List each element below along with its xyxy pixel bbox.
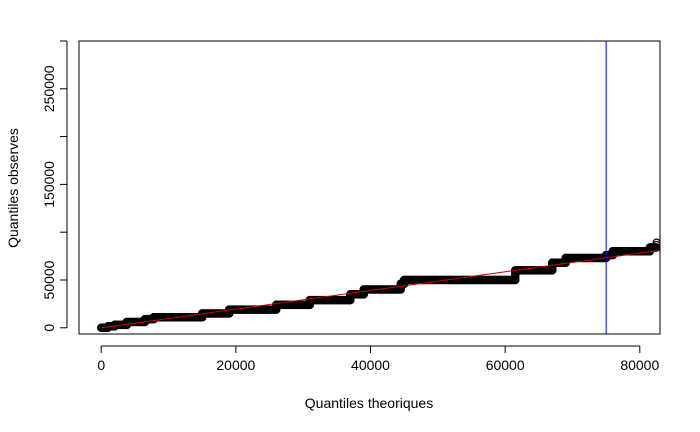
x-tick-label: 20000 — [216, 357, 255, 373]
y-tick-label: 50000 — [41, 260, 57, 299]
reference-line — [101, 249, 660, 329]
y-axis-label: Quantiles observes — [5, 128, 21, 248]
x-tick-label: 0 — [97, 357, 105, 373]
plot-frame — [78, 40, 661, 335]
x-axis-label: Quantiles theoriques — [305, 395, 433, 411]
data-points — [96, 238, 660, 333]
y-tick-label: 150000 — [41, 161, 57, 208]
x-tick-label: 60000 — [486, 357, 525, 373]
x-tick-label: 40000 — [351, 357, 390, 373]
y-tick-label: 250000 — [41, 65, 57, 112]
data-point — [652, 240, 660, 250]
data-point — [652, 238, 660, 247]
y-tick-label: 0 — [41, 324, 57, 332]
x-tick-label: 80000 — [620, 357, 659, 373]
